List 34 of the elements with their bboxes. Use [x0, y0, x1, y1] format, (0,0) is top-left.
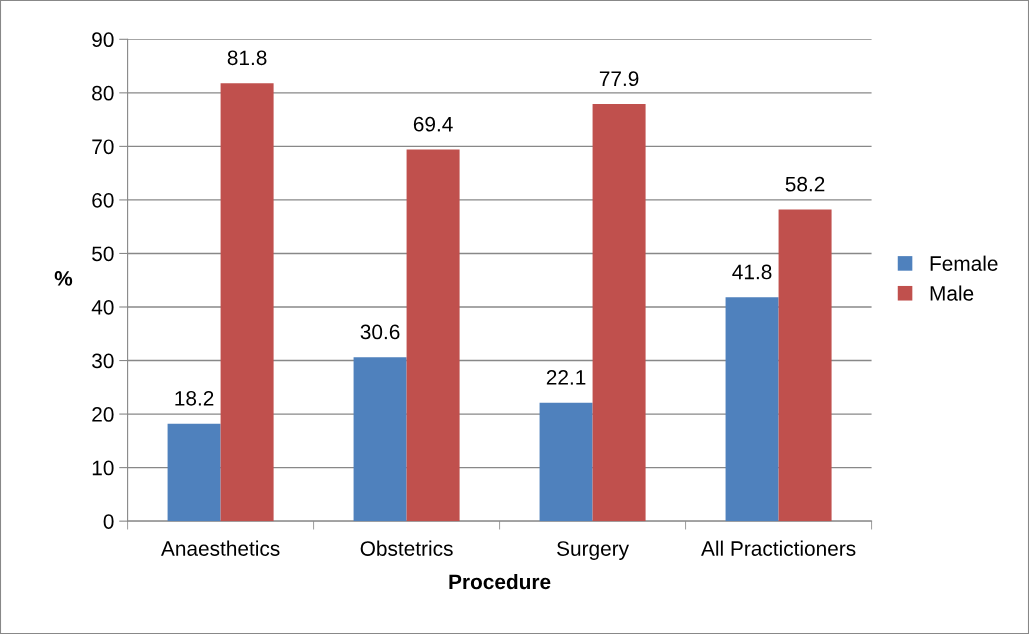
- bar: [353, 357, 407, 522]
- bar: [539, 402, 593, 522]
- data-label: 69.4: [413, 116, 453, 132]
- data-label: 18.2: [175, 390, 214, 406]
- x-tick-label: Obstetrics: [360, 540, 453, 556]
- x-tick-label: Anaesthetics: [161, 540, 280, 556]
- data-label: 22.1: [546, 370, 586, 385]
- y-axis-title: %: [54, 271, 73, 286]
- y-tick-label: 0: [103, 514, 114, 529]
- legend-label: Female: [930, 255, 998, 271]
- x-tick-label: All Practictioners: [701, 540, 856, 556]
- bar: [220, 83, 274, 522]
- y-tick-label: 30: [92, 353, 114, 369]
- data-label: 58.2: [785, 176, 825, 192]
- x-tick-label: Surgery: [557, 541, 630, 561]
- y-tick-label: 50: [92, 246, 114, 262]
- data-label: 30.6: [360, 324, 400, 340]
- y-tick-label: 90: [92, 32, 114, 48]
- data-label: 41.8: [732, 264, 772, 280]
- bar: [778, 209, 832, 522]
- y-tick-label: 70: [92, 139, 114, 155]
- x-axis-title: Procedure: [449, 573, 551, 590]
- data-label: 77.9: [599, 71, 639, 87]
- y-tick-label: 40: [91, 300, 114, 315]
- bar: [725, 297, 779, 522]
- data-label: 81.8: [227, 50, 267, 66]
- bar: [592, 104, 646, 522]
- y-tick-label: 80: [92, 85, 114, 101]
- y-tick-label: 20: [92, 407, 114, 422]
- y-tick-label: 10: [92, 460, 114, 476]
- y-tick-label: 60: [92, 192, 114, 208]
- legend-label: Male: [930, 285, 974, 301]
- bar: [406, 149, 460, 522]
- bar: [167, 423, 221, 522]
